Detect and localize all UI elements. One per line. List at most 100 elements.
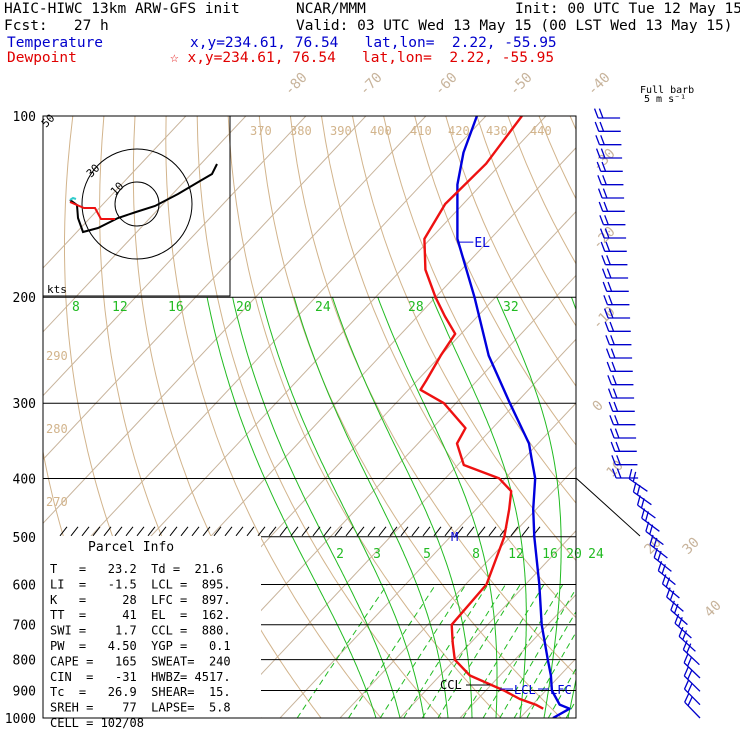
ccl-marker: CCL	[440, 678, 462, 692]
mixing-ratio-line	[499, 587, 576, 718]
freezing-level-hatch	[389, 526, 398, 537]
pressure-tick-label: 500	[13, 531, 36, 546]
pressure-tick-label: 1000	[5, 712, 36, 727]
mixing-ratio-line	[348, 584, 437, 718]
lfc-marker: LFC	[550, 683, 572, 697]
mixing-ratio-line	[526, 631, 576, 718]
mixing-ratio-line	[296, 584, 388, 718]
parcel-info-row: SWI = 1.7 CCL = 880.	[50, 624, 231, 638]
freezing-level-hatch	[334, 526, 343, 537]
freezing-level-hatch	[488, 526, 497, 537]
freezing-level-hatch	[345, 526, 354, 537]
isotherm-line	[219, 338, 576, 718]
mixing-ratio-line	[482, 584, 564, 718]
wind-barb	[593, 108, 621, 119]
dry-adiabat-line	[165, 116, 382, 718]
isotherm-line	[688, 103, 740, 731]
moist-adiabat-label: 32	[503, 300, 519, 315]
isotherm-line	[43, 116, 307, 397]
wind-barb	[605, 335, 632, 346]
theta-label: 290	[46, 349, 68, 363]
parcel-info-title: Parcel Info	[88, 540, 174, 555]
moist-adiabat-label: 28	[408, 300, 424, 315]
freezing-level-hatch	[92, 526, 101, 537]
wind-barb	[683, 653, 701, 679]
theta-label: 280	[46, 422, 68, 436]
parcel-info-row: Tc = 26.9 SHEAR= 15.	[50, 685, 231, 699]
freezing-level-hatch	[158, 526, 167, 537]
freezing-level-hatch	[510, 526, 519, 537]
moist-adiabat-line	[640, 297, 740, 718]
hodograph-frame	[42, 115, 231, 297]
freezing-level-hatch	[191, 526, 200, 537]
theta-label: 270	[46, 495, 68, 509]
wind-barb	[604, 321, 631, 332]
dry-adiabat-line	[321, 116, 576, 619]
isotherm-label: -70	[357, 70, 386, 99]
isotherm-line	[43, 116, 247, 333]
freezing-level-hatch	[521, 526, 530, 537]
wind-barb	[682, 640, 700, 666]
mixing-ratio-line	[565, 699, 576, 718]
wind-barb	[607, 388, 635, 399]
isotherm-label: 0	[590, 398, 607, 415]
wind-barb	[628, 468, 648, 492]
wind-barb	[611, 455, 638, 466]
freezing-level-hatch	[433, 526, 442, 537]
freezing-level-hatch	[301, 526, 310, 537]
isotherm-label: 30	[680, 535, 703, 558]
freezing-level-hatch	[59, 526, 68, 537]
dry-adiabat-line	[507, 116, 576, 265]
freezing-level-hatch	[224, 526, 233, 537]
freezing-level-hatch	[356, 526, 365, 537]
wind-barb	[599, 228, 627, 239]
wind-barb	[598, 201, 625, 212]
dry-adiabat-line	[601, 116, 740, 731]
mixing-ratio-label: 2	[336, 547, 344, 562]
freezing-level-hatch	[213, 526, 222, 537]
freezing-level-hatch	[235, 526, 244, 537]
model-title: HAIC-HIWC 13km ARW-GFS init	[4, 1, 240, 17]
isotherm-label: -40	[585, 70, 614, 99]
freezing-level-hatch	[268, 526, 277, 537]
wind-barb	[670, 600, 688, 626]
mixing-ratio-line	[437, 584, 521, 718]
barb-legend-line1: Full barb	[640, 85, 695, 96]
mixing-ratio-line	[421, 584, 507, 718]
parcel-info-row: CIN = -31 HWBZ= 4517.	[50, 670, 231, 684]
wind-barb	[684, 692, 701, 719]
moist-adiabat-line	[592, 297, 654, 718]
wind-barb	[601, 255, 628, 266]
moist-adiabat-line	[567, 297, 576, 718]
theta-label: 430	[486, 124, 508, 138]
theta-label: 410	[410, 124, 432, 138]
dry-adiabat-line	[632, 116, 740, 731]
moist-adiabat-line	[431, 297, 527, 718]
freezing-level-hatch	[312, 526, 321, 537]
hodograph-trace	[69, 163, 218, 234]
mixing-ratio-label: 12	[508, 547, 524, 562]
init-time: Init: 00 UTC Tue 12 May 15	[515, 1, 740, 17]
freezing-level-hatch	[378, 526, 387, 537]
wind-barb	[601, 268, 629, 279]
moist-adiabat-label: 12	[112, 300, 128, 315]
wind-barb	[683, 679, 701, 706]
wind-barb	[603, 308, 631, 319]
freezing-level-hatch	[323, 526, 332, 537]
freezing-level-hatch	[444, 526, 453, 537]
wind-barb	[607, 375, 634, 386]
moist-adiabat-line	[293, 297, 449, 718]
mixing-ratio-label: 5	[423, 547, 431, 562]
wind-barb	[636, 495, 656, 519]
pressure-tick-label: 800	[13, 654, 36, 669]
moist-adiabat-line	[616, 297, 715, 718]
wind-barb	[661, 574, 680, 599]
wind-barb	[649, 534, 668, 559]
mixing-ratio-line	[403, 584, 489, 718]
wind-barbs	[593, 108, 701, 719]
wind-barb	[666, 587, 684, 612]
wind-barb	[595, 148, 623, 159]
freezing-level-hatch	[125, 526, 134, 537]
isotherm-line	[43, 116, 367, 461]
